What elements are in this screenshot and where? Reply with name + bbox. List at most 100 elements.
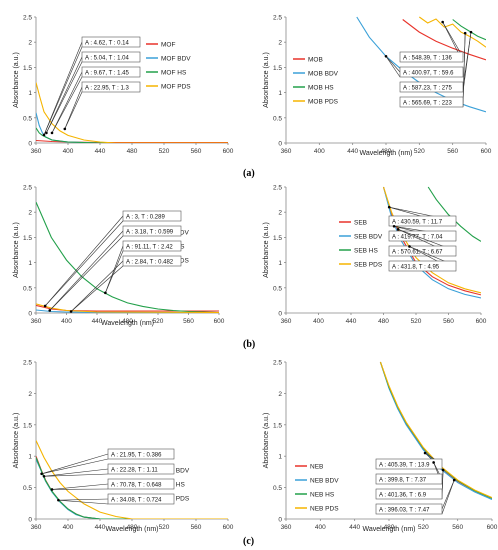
annotation-leader — [46, 61, 83, 134]
y-tick-label: 2.5 — [273, 360, 282, 367]
annotation-leader — [442, 21, 464, 58]
x-tick-label: 440 — [95, 524, 106, 531]
series-line-seb-bdv — [382, 186, 481, 299]
annotation-leader — [43, 468, 109, 477]
x-tick-label: 600 — [223, 148, 234, 155]
x-tick-label: 400 — [315, 524, 326, 531]
annotation-box — [81, 36, 141, 48]
annotation-box — [81, 51, 141, 63]
annotation-box — [81, 81, 141, 93]
annotation-point — [463, 31, 467, 35]
x-tick-label: 560 — [191, 524, 202, 531]
annotation-box — [388, 230, 457, 242]
legend-entry: NEB HS — [310, 492, 335, 499]
annotation-label: A : 34.08, T : 0.724 — [111, 498, 162, 504]
annotation-box — [107, 493, 175, 505]
series-line-sef-hs — [36, 201, 219, 313]
x-tick-label: 400 — [313, 318, 324, 325]
chart-a-left: 0 0.5 1 1.5 2 2.5 360 400 440 480 520 560 600 Absorba… — [13, 15, 234, 156]
annotation-leader — [43, 41, 83, 136]
chart-b-right: 0 0.5 1 1.5 2 2.5 360 400 440 480 520 560 600 Absorba… — [263, 185, 487, 326]
y-axis-label: Absorbance (a.u.) — [13, 413, 20, 469]
x-tick-label: 560 — [447, 148, 458, 155]
series-line-mof-hs — [36, 127, 228, 143]
x-tick-label: 480 — [381, 148, 392, 155]
y-tick-label: 2 — [278, 40, 282, 47]
annotation-leader — [41, 458, 109, 475]
series-line-mob-hs — [452, 19, 486, 41]
annotation-point — [48, 309, 52, 312]
row-label-b: (b) — [243, 339, 256, 350]
x-tick-label: 440 — [347, 148, 358, 155]
y-tick-label: 1.5 — [273, 235, 282, 242]
legend-entry: NEF BDV — [161, 468, 190, 475]
x-tick-label: 360 — [31, 524, 42, 531]
x-tick-label: 480 — [384, 524, 395, 531]
y-tick-label: 1 — [278, 90, 282, 97]
x-tick-label: 520 — [418, 524, 429, 531]
annotation-leader — [41, 453, 109, 475]
annotation-point — [42, 133, 46, 137]
y-tick-label: 1 — [278, 454, 282, 461]
annotation-leader — [46, 56, 83, 134]
annotation-label: A : 399.8, T : 7.37 — [379, 478, 427, 484]
y-tick-label: 2.5 — [23, 15, 32, 22]
annotation-point — [69, 310, 73, 313]
chart-c-left: 0 0.5 1 1.5 2 2.5 360 400 440 480 520 560 600 Absorba… — [13, 360, 234, 534]
annotation-box — [107, 478, 175, 490]
x-tick-label: 600 — [481, 148, 492, 155]
annotation-point — [43, 304, 47, 308]
y-axis-label: Absorbance (a.u.) — [263, 52, 270, 108]
annotation-leader — [64, 91, 83, 130]
y-tick-label: 1.5 — [273, 422, 282, 429]
x-tick-label: 600 — [214, 318, 225, 325]
annotation-label: A : 91.11, T : 2.42 — [126, 245, 173, 251]
annotation-point — [408, 245, 411, 248]
x-tick-label: 560 — [191, 148, 202, 155]
y-tick-label: 0.5 — [23, 115, 32, 122]
annotation-label: A : 431.8, T : 4.95 — [392, 265, 440, 271]
x-tick-label: 480 — [122, 318, 133, 325]
annotation-label: A : 22.95, T : 1.3 — [85, 86, 129, 92]
annotation-box — [122, 255, 182, 267]
annotation-box — [107, 448, 175, 460]
chart-b-left: 0 0.5 1 1.5 2 2.5 360 400 440 480 520 560 600 Absorba… — [13, 185, 225, 328]
annotation-leader — [43, 473, 109, 477]
series-line-mof-pds — [36, 82, 228, 143]
annotation-box — [122, 210, 182, 222]
y-tick-label: 1 — [28, 454, 32, 461]
annotation-box — [388, 215, 457, 227]
y-tick-label: 0 — [278, 311, 282, 318]
y-tick-label: 1.5 — [23, 65, 32, 72]
y-tick-label: 0.5 — [23, 285, 32, 292]
annotation-label: A : 570.61, T : 6.67 — [392, 250, 443, 256]
x-tick-label: 360 — [281, 148, 292, 155]
annotation-leader — [58, 499, 109, 505]
annotation-label: A : 3.18, T : 0.599 — [126, 230, 174, 236]
legend-entry: SEB — [354, 220, 367, 227]
annotation-point — [441, 468, 445, 472]
legend-entry: SEB BDV — [354, 234, 383, 241]
annotation-box — [107, 463, 175, 475]
legend-entry: NEF PDS — [161, 496, 190, 503]
annotation-leader — [44, 215, 124, 307]
chart-a-right: 0 0.5 1 1.5 2 2.5 360 400 440 480 520 560 600 Absorba… — [263, 15, 492, 158]
annotation-label: A : 2.84, T : 0.482 — [126, 260, 174, 266]
x-tick-label: 520 — [153, 318, 164, 325]
annotation-point — [392, 225, 396, 228]
legend-entry: SEB PDS — [354, 262, 383, 269]
legend-entry: NEB — [310, 464, 323, 471]
row-label-c: (c) — [243, 536, 255, 547]
annotation-box — [122, 225, 182, 237]
series-line-mob-pds — [418, 16, 486, 48]
annotation-label: A : 21.95, T : 0.386 — [111, 453, 162, 459]
x-axis-label: Wavelength (nm) — [362, 526, 415, 533]
annotation-label: A : 5.04, T : 1.04 — [85, 56, 129, 62]
x-tick-label: 520 — [414, 148, 425, 155]
x-tick-label: 480 — [378, 318, 389, 325]
annotation-leader — [51, 71, 83, 134]
annotation-leader — [70, 260, 124, 312]
annotation-label: A : 565.69, T : 223 — [403, 101, 452, 107]
legend-entry: MOB HS — [308, 85, 334, 92]
y-tick-label: 0 — [278, 517, 282, 524]
